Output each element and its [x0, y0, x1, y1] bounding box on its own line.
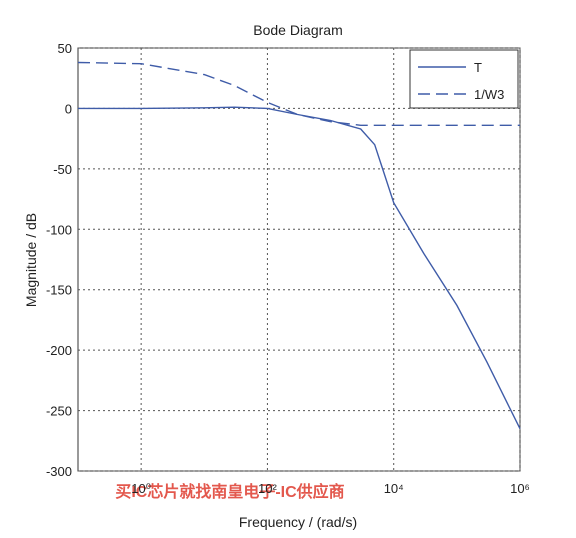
- x-tick-label: 10²: [258, 481, 277, 496]
- y-tick-label: -100: [46, 222, 72, 237]
- x-axis-label: Frequency / (rad/s): [239, 514, 357, 530]
- y-tick-label: -250: [46, 404, 72, 419]
- chart-title: Bode Diagram: [253, 22, 343, 38]
- series-line: [78, 106, 521, 430]
- y-axis-label: Magnitude / dB: [23, 213, 39, 307]
- y-tick-label: -50: [53, 162, 72, 177]
- watermark: 买IC芯片就找南皇电子-IC供应商: [115, 482, 344, 501]
- plot-frame: [77, 47, 521, 472]
- legend-box: [409, 49, 519, 109]
- y-tick-label: -200: [46, 343, 72, 358]
- y-tick-label: 0: [65, 101, 72, 116]
- y-tick-label: -300: [46, 464, 72, 479]
- y-tick-label: -150: [46, 283, 72, 298]
- y-tick-label: 50: [58, 41, 72, 56]
- x-tick-label: 10⁴: [384, 481, 404, 496]
- series-line: [77, 61, 520, 127]
- legend-label: 1/W3: [474, 87, 504, 102]
- x-tick-label: 10⁶: [510, 481, 530, 496]
- x-tick-label: 10⁰: [131, 481, 151, 496]
- legend-label: T: [474, 60, 482, 75]
